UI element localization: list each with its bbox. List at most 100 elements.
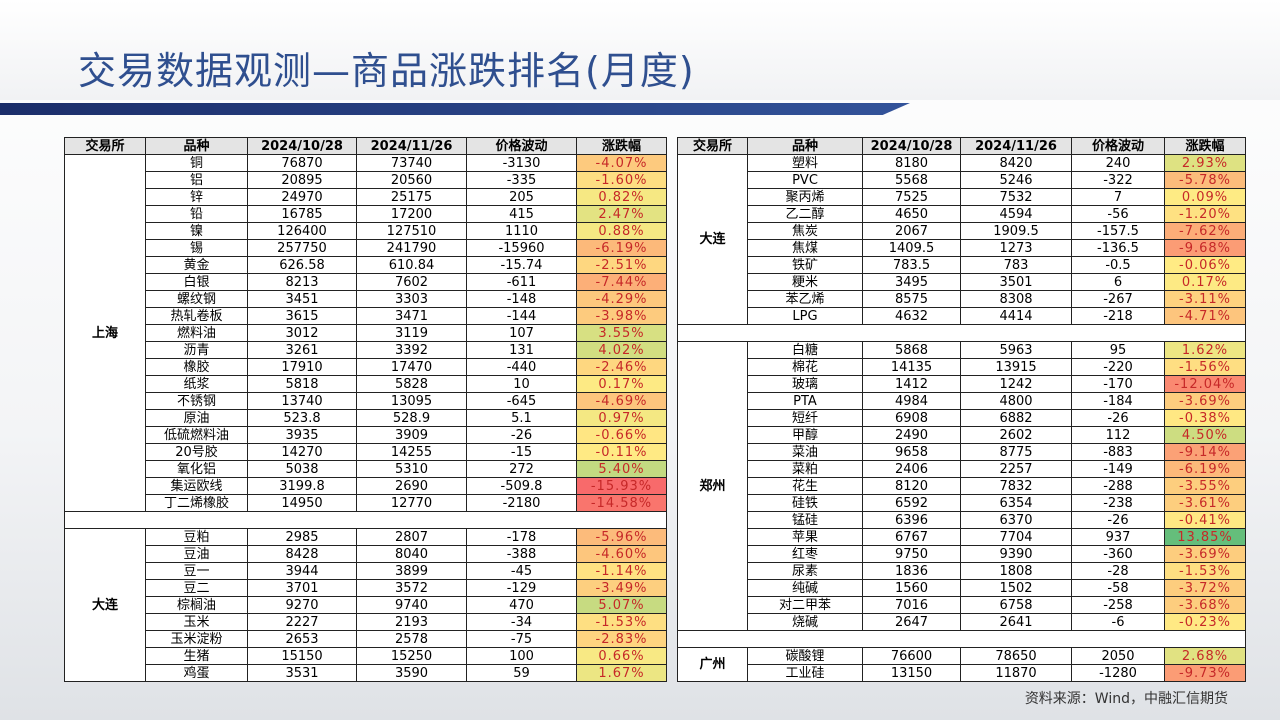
change-pct-cell: -2.83% [576, 630, 667, 648]
header-cell: 品种 [145, 137, 248, 155]
value-cell: 6592 [862, 494, 961, 512]
value-cell: 13150 [862, 664, 961, 682]
change-pct-cell: 0.09% [1164, 188, 1246, 206]
value-cell: 20560 [356, 171, 467, 189]
value-cell: 1273 [960, 239, 1072, 257]
commodity-cell: 20号胶 [145, 443, 248, 461]
commodity-cell: 低硫燃料油 [145, 426, 248, 444]
commodity-cell: 花生 [747, 477, 863, 495]
change-pct-cell: -3.72% [1164, 579, 1246, 597]
data-row: 乙二醇 4650 4594 -56 -1.20% [678, 205, 1246, 223]
data-row: 上海铜 76870 73740 -3130 -4.07% [64, 154, 667, 512]
value-cell: 3944 [247, 562, 357, 580]
change-pct-cell: -12.04% [1164, 375, 1246, 393]
value-cell: 112 [1071, 426, 1165, 444]
commodity-cell: 铝 [145, 171, 248, 189]
commodity-cell: 工业硅 [747, 664, 863, 682]
value-cell: 5963 [960, 341, 1072, 359]
value-cell: -15960 [466, 239, 577, 257]
value-cell: -15.74 [466, 256, 577, 274]
value-cell: 610.84 [356, 256, 467, 274]
value-cell: 3451 [247, 290, 357, 308]
value-cell: 20895 [247, 171, 357, 189]
commodity-cell: 焦煤 [747, 239, 863, 257]
value-cell: 1909.5 [960, 222, 1072, 240]
value-cell: -645 [466, 392, 577, 410]
value-cell: -3130 [466, 154, 577, 172]
change-pct-cell: -3.98% [576, 307, 667, 325]
data-row: 玉米淀粉 2653 2578 -75 -2.83% [65, 630, 667, 648]
value-cell: 5.1 [466, 409, 577, 427]
data-row: 锡 257750 241790 -15960 -6.19% [65, 239, 667, 257]
value-cell: 523.8 [247, 409, 357, 427]
value-cell: 100 [466, 647, 577, 665]
commodity-cell: 红枣 [747, 545, 863, 563]
value-cell: 8428 [247, 545, 357, 563]
data-row: 粳米 3495 3501 6 0.17% [678, 273, 1246, 291]
change-pct-cell: 0.88% [576, 222, 667, 240]
data-row: 橡胶 17910 17470 -440 -2.46% [65, 358, 667, 376]
change-pct-cell: -4.29% [576, 290, 667, 308]
commodity-cell: PVC [747, 171, 863, 189]
value-cell: -267 [1071, 290, 1165, 308]
value-cell: 1808 [960, 562, 1072, 580]
data-row: 聚丙烯 7525 7532 7 0.09% [678, 188, 1246, 206]
change-pct-cell: -0.11% [576, 443, 667, 461]
data-row: 低硫燃料油 3935 3909 -26 -0.66% [65, 426, 667, 444]
commodity-cell: 螺纹钢 [145, 290, 248, 308]
value-cell: -56 [1071, 205, 1165, 223]
change-pct-cell: -1.14% [576, 562, 667, 580]
data-row: 鸡蛋 3531 3590 59 1.67% [65, 664, 667, 682]
change-pct-cell: 2.47% [576, 205, 667, 223]
data-row: 大连 豆粕 2985 2807 -178 -5.96% [64, 528, 667, 682]
change-pct-cell: -3.68% [1164, 596, 1246, 614]
commodity-cell: 黄金 [145, 256, 248, 274]
value-cell: 14135 [862, 358, 961, 376]
data-row: PVC 5568 5246 -322 -5.78% [678, 171, 1246, 189]
value-cell: -258 [1071, 596, 1165, 614]
change-pct-cell: 13.85% [1164, 528, 1246, 546]
change-pct-cell: -15.93% [576, 477, 667, 495]
exchange-cell: 大连 [677, 154, 748, 325]
value-cell: 528.9 [356, 409, 467, 427]
change-pct-cell: 4.50% [1164, 426, 1246, 444]
value-cell: 17910 [247, 358, 357, 376]
value-cell: 14950 [247, 494, 357, 512]
change-pct-cell: 1.67% [576, 664, 667, 682]
data-row: 烧碱 2647 2641 -6 -0.23% [678, 613, 1246, 631]
data-row: 玉米 2227 2193 -34 -1.53% [65, 613, 667, 631]
change-pct-cell: -1.53% [1164, 562, 1246, 580]
commodity-cell: 玉米 [145, 613, 248, 631]
value-cell: 3935 [247, 426, 357, 444]
value-cell: 6396 [862, 511, 961, 529]
value-cell: 25175 [356, 188, 467, 206]
change-pct-cell: -4.07% [576, 154, 667, 172]
header-cell: 涨跌幅 [1164, 137, 1246, 155]
value-cell: 10 [466, 375, 577, 393]
value-cell: 1502 [960, 579, 1072, 597]
value-cell: 6767 [862, 528, 961, 546]
value-cell: 13740 [247, 392, 357, 410]
change-pct-cell: 2.68% [1164, 647, 1246, 665]
value-cell: 7832 [960, 477, 1072, 495]
value-cell: -288 [1071, 477, 1165, 495]
value-cell: 5246 [960, 171, 1072, 189]
commodity-cell: 对二甲苯 [747, 596, 863, 614]
value-cell: -26 [1071, 511, 1165, 529]
change-pct-cell: 5.07% [576, 596, 667, 614]
commodity-cell: 豆油 [145, 545, 248, 563]
value-cell: -149 [1071, 460, 1165, 478]
value-cell: 2490 [862, 426, 961, 444]
change-pct-cell: 5.40% [576, 460, 667, 478]
value-cell: -178 [466, 528, 577, 546]
change-pct-cell: -7.62% [1164, 222, 1246, 240]
value-cell: 8420 [960, 154, 1072, 172]
value-cell: -611 [466, 273, 577, 291]
blank-row [677, 324, 1246, 342]
value-cell: -136.5 [1071, 239, 1165, 257]
value-cell: -170 [1071, 375, 1165, 393]
value-cell: 126400 [247, 222, 357, 240]
value-cell: 5568 [862, 171, 961, 189]
value-cell: 3615 [247, 307, 357, 325]
value-cell: 4594 [960, 205, 1072, 223]
